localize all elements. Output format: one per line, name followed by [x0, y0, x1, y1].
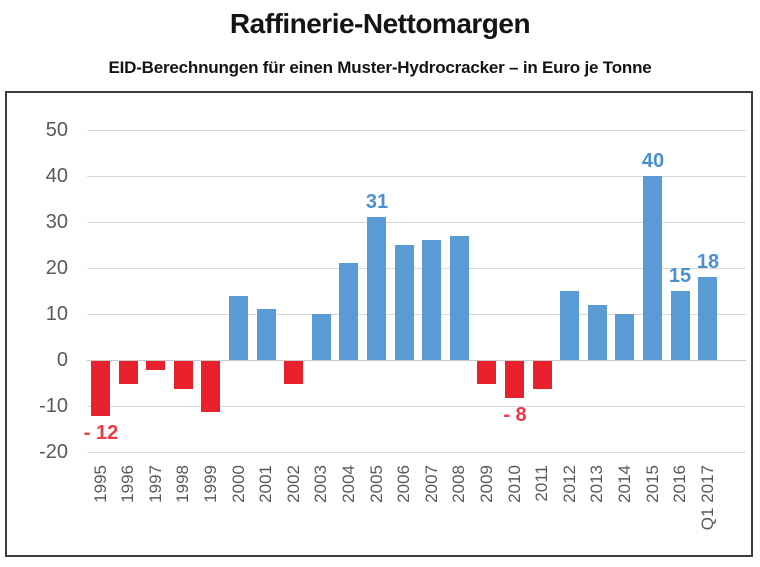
bar-2016 — [671, 291, 690, 360]
y-tick-label: 40 — [45, 165, 68, 187]
y-tick-label: 30 — [45, 211, 68, 233]
y-tick-label: 50 — [45, 119, 68, 141]
bar-2003 — [312, 314, 331, 360]
plot-frame: 50 40 30 20 10 0 -10 -20 1995 1996 1997 1998 1999 20… — [5, 91, 753, 557]
x-tick-label: 2000 — [229, 465, 248, 503]
gridline — [87, 314, 746, 315]
x-tick-label: 1998 — [173, 465, 192, 503]
bar-2000 — [229, 296, 248, 360]
x-tick-label: 2012 — [560, 465, 579, 503]
x-tick-label: 2015 — [643, 465, 662, 503]
bar-1996 — [119, 361, 138, 384]
bar-2001 — [257, 309, 276, 360]
bar-2012 — [560, 291, 579, 360]
x-tick-label: 2004 — [339, 465, 358, 503]
gridline — [87, 176, 746, 177]
data-label: 40 — [641, 150, 665, 172]
bar-2007 — [422, 240, 441, 360]
bar-2005 — [367, 217, 386, 360]
x-tick-label: 2009 — [477, 465, 496, 503]
gridline — [87, 268, 746, 269]
x-tick-label: 2016 — [670, 465, 689, 503]
bar-1998 — [174, 361, 193, 389]
y-tick-label: -20 — [39, 441, 68, 463]
bar-2014 — [615, 314, 634, 360]
x-tick-label: 1997 — [146, 465, 165, 503]
x-tick-label: 2006 — [394, 465, 413, 503]
zero-axis-line — [87, 360, 746, 361]
bar-q1-2017 — [698, 277, 717, 360]
x-tick-label: 2002 — [284, 465, 303, 503]
x-tick-label: 2014 — [615, 465, 634, 503]
bar-2006 — [395, 245, 414, 360]
bar-2015 — [643, 176, 662, 360]
gridline — [87, 130, 746, 131]
x-tick-label: 1995 — [91, 465, 110, 503]
x-tick-label: 2008 — [449, 465, 468, 503]
x-tick-label: 2011 — [532, 465, 551, 502]
x-tick-label: Q1 2017 — [698, 465, 717, 531]
bar-2010 — [505, 361, 524, 398]
bar-2004 — [339, 263, 358, 360]
gridline — [87, 452, 746, 453]
data-label: 31 — [365, 191, 389, 213]
gridline — [87, 406, 746, 407]
chart-subtitle: EID-Berechnungen für einen Muster-Hydroc… — [108, 58, 652, 77]
data-label: - 8 — [503, 404, 527, 426]
chart-title: Raffinerie-Nettomargen — [229, 8, 531, 39]
x-tick-label: 1999 — [201, 465, 220, 503]
y-tick-label: 20 — [45, 257, 68, 279]
x-tick-label: 2010 — [505, 465, 524, 503]
x-tick-label: 2013 — [587, 465, 606, 503]
bar-2002 — [284, 361, 303, 384]
data-label: 15 — [668, 265, 692, 287]
x-tick-label: 2003 — [311, 465, 330, 503]
bar-2009 — [477, 361, 496, 384]
bar-2008 — [450, 236, 469, 360]
data-label: - 12 — [83, 422, 119, 444]
bar-1995 — [91, 361, 110, 416]
x-tick-label: 2005 — [367, 465, 386, 503]
data-label: 18 — [696, 251, 720, 273]
x-tick-label: 1996 — [118, 465, 137, 503]
y-tick-label: 10 — [45, 303, 68, 325]
bar-2013 — [588, 305, 607, 360]
bar-1997 — [146, 361, 165, 370]
gridline — [87, 222, 746, 223]
y-tick-label: 0 — [56, 349, 68, 371]
y-tick-label: -10 — [39, 395, 68, 417]
x-tick-label: 2007 — [422, 465, 441, 503]
bar-2011 — [533, 361, 552, 389]
bar-1999 — [201, 361, 220, 412]
x-tick-label: 2001 — [256, 465, 275, 503]
